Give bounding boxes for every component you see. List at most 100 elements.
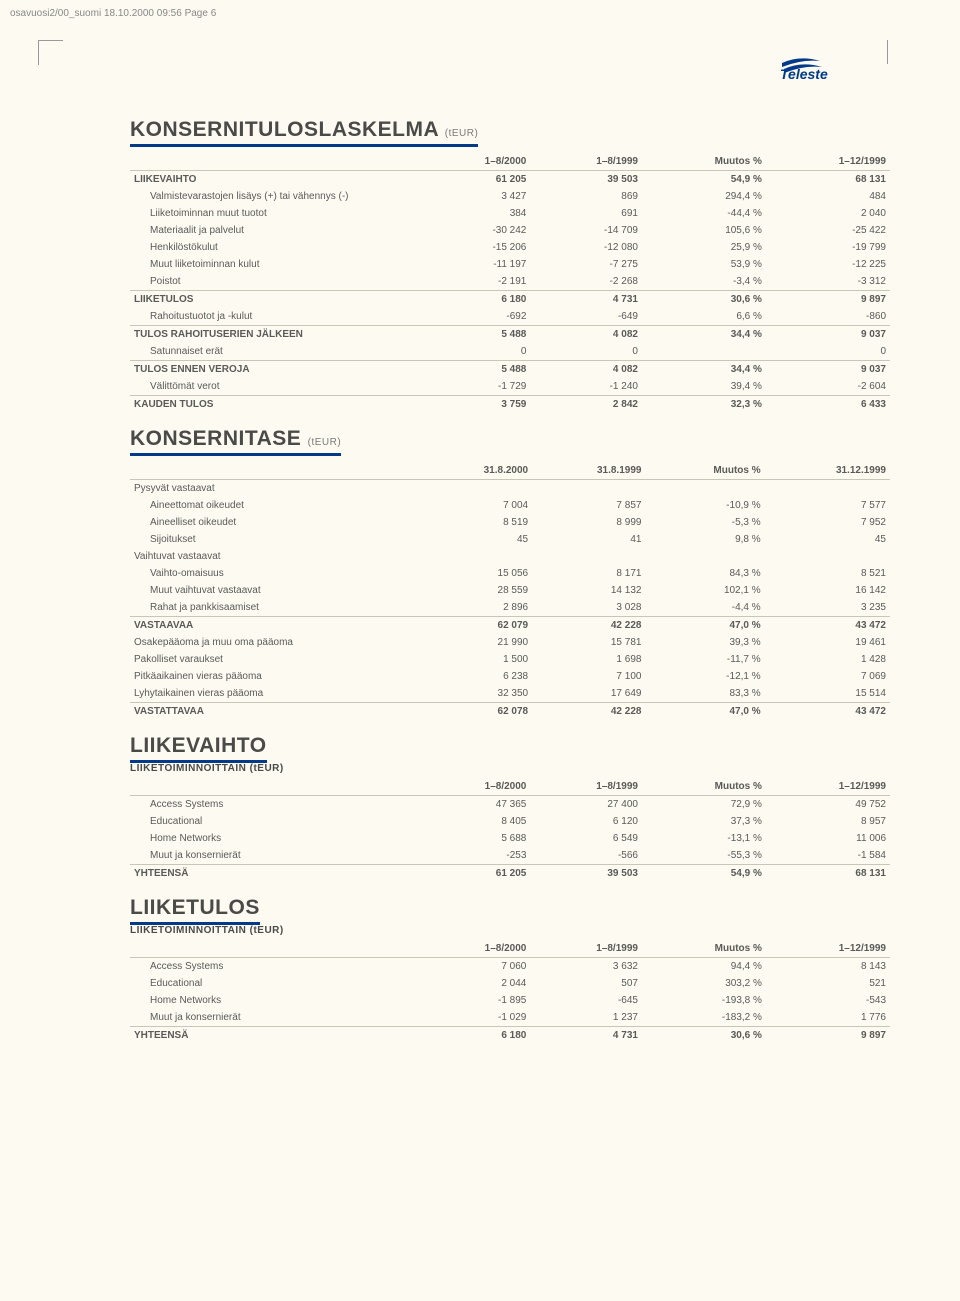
row-label: Access Systems [130,796,419,814]
table-row: Rahoitustuotot ja -kulut-692-6496,6 %-86… [130,308,890,326]
cell: 34,4 % [642,361,766,379]
row-label: VASTATTAVAA [130,703,419,721]
cell: 2 896 [419,599,532,617]
table-row: Materiaalit ja palvelut-30 242-14 709105… [130,222,890,239]
cell: 68 131 [766,865,890,883]
cell: -2 604 [766,378,890,396]
section-title: KONSERNITULOSLASKELMA (tEUR) [130,118,478,147]
cell: 16 142 [765,582,890,599]
cell: 6 120 [530,813,642,830]
table-row: Satunnaiset erät000 [130,343,890,361]
cell: -1 240 [530,378,642,396]
cell: -12 080 [530,239,642,256]
row-label: Home Networks [130,830,419,847]
table-row: Vaihtuvat vastaavat [130,548,890,565]
title-text: LIIKEVAIHTO [130,734,267,757]
cell: 28 559 [419,582,532,599]
cell: -566 [530,847,642,865]
title-unit: (tEUR) [445,128,479,139]
cell: 6 180 [419,291,531,309]
cell: 2 044 [419,975,531,992]
table-row: Poistot-2 191-2 268-3,4 %-3 312 [130,273,890,291]
cell: 1 237 [530,1009,642,1027]
cell: -183,2 % [642,1009,766,1027]
table-row: TULOS RAHOITUSERIEN JÄLKEEN5 4884 08234,… [130,326,890,344]
row-label: Osakepääoma ja muu oma pääoma [130,634,419,651]
table-row: Muut liiketoiminnan kulut-11 197-7 27553… [130,256,890,273]
revenue-by-segment-table: 1–8/2000 1–8/1999 Muutos % 1–12/1999 Acc… [130,778,890,882]
table-row: Pakolliset varaukset1 5001 698-11,7 %1 4… [130,651,890,668]
cell: -2 268 [530,273,642,291]
cell: 303,2 % [642,975,766,992]
cell: -543 [766,992,890,1009]
cell: -3,4 % [642,273,766,291]
balance-sheet-table: 31.8.2000 31.8.1999 Muutos % 31.12.1999 … [130,462,890,720]
cell: 39,3 % [645,634,764,651]
cell: 5 488 [419,326,531,344]
table-row: Osakepääoma ja muu oma pääoma21 99015 78… [130,634,890,651]
cell: 2 040 [766,205,890,222]
cell: 68 131 [766,171,890,189]
cell: 84,3 % [645,565,764,582]
cell [765,480,890,498]
cell: 6 433 [766,396,890,414]
cell: 8 999 [532,514,645,531]
cell: 19 461 [765,634,890,651]
profit-by-segment-table: 1–8/2000 1–8/1999 Muutos % 1–12/1999 Acc… [130,940,890,1044]
cell [645,480,764,498]
cell: -3 312 [766,273,890,291]
table-row: LIIKEVAIHTO61 20539 50354,9 %68 131 [130,171,890,189]
title-text: KONSERNITASE [130,427,301,450]
cell: -11 197 [419,256,531,273]
cell: 9 897 [766,1027,890,1045]
cell: 62 078 [419,703,532,721]
cell: 3 427 [419,188,531,205]
table-row: Muut ja konsernierät-1 0291 237-183,2 %1… [130,1009,890,1027]
cell [765,548,890,565]
cell: 8 171 [532,565,645,582]
table-row: Muut ja konsernierät-253-566-55,3 %-1 58… [130,847,890,865]
row-label: Vaihtuvat vastaavat [130,548,419,565]
cell: 62 079 [419,617,532,635]
cell: 484 [766,188,890,205]
cell [419,548,532,565]
title-unit: (tEUR) [308,437,342,448]
table-row: Aineelliset oikeudet8 5198 999-5,3 %7 95… [130,514,890,531]
cell [642,343,766,361]
cell: 43 472 [765,617,890,635]
table-row: KAUDEN TULOS3 7592 84232,3 %6 433 [130,396,890,414]
row-label: Aineettomat oikeudet [130,497,419,514]
cell: 83,3 % [645,685,764,703]
title-text: LIIKETULOS [130,896,260,919]
row-label: Muut liiketoiminnan kulut [130,256,419,273]
cell: -253 [419,847,531,865]
table-row: Sijoitukset45419,8 %45 [130,531,890,548]
cell [532,548,645,565]
cell: -11,7 % [645,651,764,668]
table-row: Valmistevarastojen lisäys (+) tai vähenn… [130,188,890,205]
cell: -1 029 [419,1009,531,1027]
cell: 4 082 [530,361,642,379]
cell: -10,9 % [645,497,764,514]
table-row: Muut vaihtuvat vastaavat28 55914 132102,… [130,582,890,599]
cell: 8 405 [419,813,531,830]
cell: 5 688 [419,830,531,847]
cell: -2 191 [419,273,531,291]
cell: 384 [419,205,531,222]
page-header-note: osavuosi2/00_suomi 18.10.2000 09:56 Page… [10,8,216,19]
row-label: Lyhytaikainen vieras pääoma [130,685,419,703]
row-label: Muut ja konsernierät [130,847,419,865]
table-row: Access Systems7 0603 63294,4 %8 143 [130,958,890,976]
cell: 15 514 [765,685,890,703]
row-label: Educational [130,813,419,830]
cell: 39,4 % [642,378,766,396]
cell: -55,3 % [642,847,766,865]
row-label: Liiketoiminnan muut tuotot [130,205,419,222]
cell: 507 [530,975,642,992]
cell: 17 649 [532,685,645,703]
cell: -15 206 [419,239,531,256]
row-label: Materiaalit ja palvelut [130,222,419,239]
table-row: Lyhytaikainen vieras pääoma32 35017 6498… [130,685,890,703]
row-label: Vaihto-omaisuus [130,565,419,582]
cell: 3 759 [419,396,531,414]
